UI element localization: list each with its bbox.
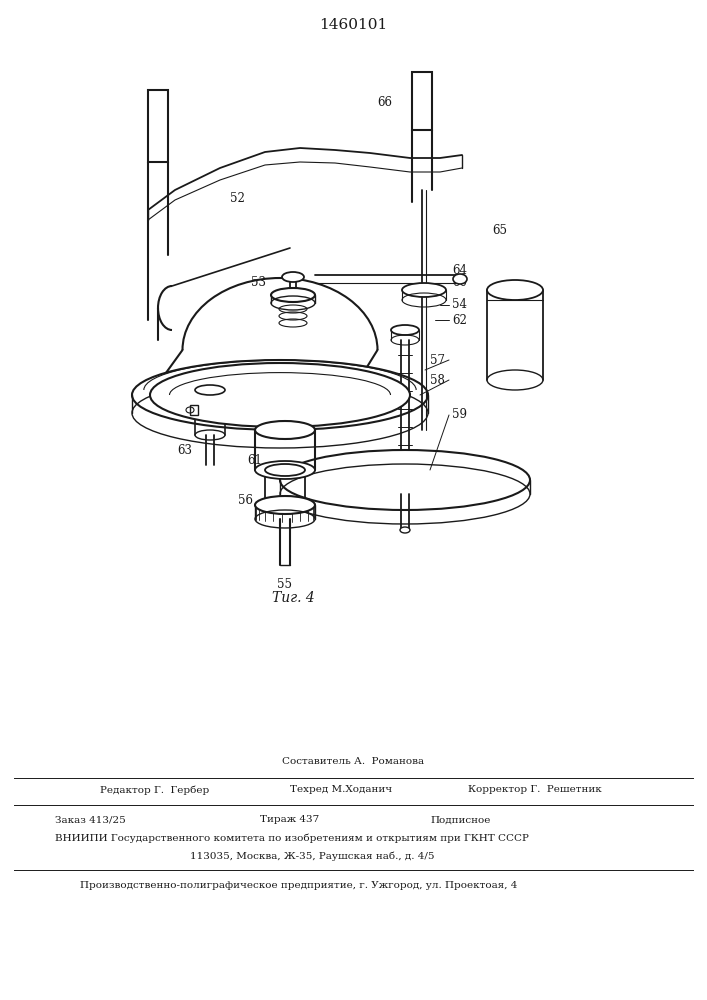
Ellipse shape	[132, 360, 428, 430]
Text: Тираж 437: Тираж 437	[260, 816, 320, 824]
Text: Техред М.Ходанич: Техред М.Ходанич	[290, 786, 392, 794]
Ellipse shape	[402, 283, 446, 297]
Ellipse shape	[400, 527, 410, 533]
Bar	[148, 90, 168, 162]
Text: 60: 60	[452, 275, 467, 288]
Text: Подписное: Подписное	[430, 816, 491, 824]
Ellipse shape	[265, 499, 305, 511]
Ellipse shape	[391, 325, 419, 335]
Text: 57: 57	[430, 354, 445, 366]
Ellipse shape	[255, 461, 315, 479]
Text: Τиг. 4: Τиг. 4	[271, 591, 315, 605]
Text: 56: 56	[238, 493, 253, 506]
Ellipse shape	[255, 496, 315, 514]
Text: 64: 64	[452, 263, 467, 276]
Text: Производственно-полиграфическое предприятие, г. Ужгород, ул. Проектоая, 4: Производственно-полиграфическое предприя…	[80, 880, 518, 890]
Text: 1460101: 1460101	[319, 18, 387, 32]
Text: 65: 65	[492, 224, 507, 236]
Ellipse shape	[271, 288, 315, 302]
Ellipse shape	[195, 385, 225, 395]
Text: Корректор Г.  Решетник: Корректор Г. Решетник	[468, 786, 602, 794]
Text: 58: 58	[430, 373, 445, 386]
Ellipse shape	[282, 272, 304, 282]
Ellipse shape	[265, 464, 305, 476]
Text: 62: 62	[452, 314, 467, 326]
Text: 52: 52	[230, 192, 245, 205]
Text: 54: 54	[452, 298, 467, 312]
Text: Заказ 413/25: Заказ 413/25	[55, 816, 126, 824]
Ellipse shape	[280, 450, 530, 510]
Text: 53: 53	[251, 275, 266, 288]
Text: 63: 63	[177, 444, 192, 456]
Ellipse shape	[487, 280, 543, 300]
Text: 66: 66	[377, 97, 392, 109]
Text: ВНИИПИ Государственного комитета по изобретениям и открытиям при ГКНТ СССР: ВНИИПИ Государственного комитета по изоб…	[55, 833, 529, 843]
Ellipse shape	[255, 421, 315, 439]
Text: 113035, Москва, Ж-35, Раушская наб., д. 4/5: 113035, Москва, Ж-35, Раушская наб., д. …	[190, 851, 435, 861]
Text: 59: 59	[452, 408, 467, 422]
Ellipse shape	[150, 363, 410, 427]
Text: 55: 55	[278, 578, 293, 591]
Bar	[412, 72, 432, 130]
Ellipse shape	[453, 274, 467, 284]
Text: Редактор Г.  Гербер: Редактор Г. Гербер	[100, 785, 209, 795]
Bar	[190, 405, 198, 415]
Text: Составитель А.  Романова: Составитель А. Романова	[282, 758, 424, 766]
Text: 61: 61	[247, 454, 262, 466]
